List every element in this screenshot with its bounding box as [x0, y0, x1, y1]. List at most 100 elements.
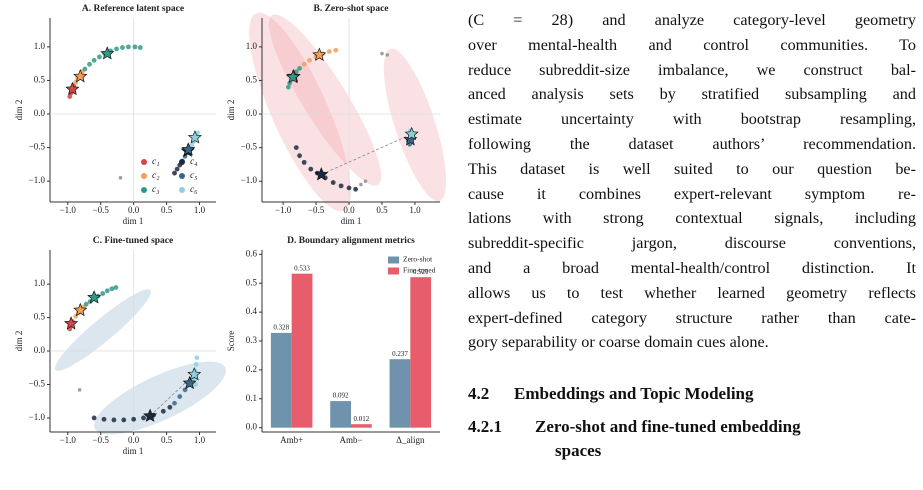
- y-tick-label: 1.0: [34, 41, 46, 51]
- figure: A. Reference latent space −1.0 −0.5 0.0 0.5 1…: [14, 4, 447, 456]
- point: [338, 183, 344, 189]
- centroid-star: [73, 302, 88, 317]
- paragraph-line: gory separability or coarse domain cues …: [468, 333, 769, 352]
- y-tick-label: 1.0: [34, 278, 46, 288]
- centroid-star: [64, 316, 79, 330]
- panel-title: C. Fine-tuned space: [93, 236, 174, 246]
- legend-swatch: [388, 256, 399, 264]
- point: [285, 84, 291, 90]
- point: [83, 301, 89, 307]
- point: [111, 417, 117, 423]
- point: [137, 45, 143, 50]
- paragraph-line: This dataset is well suited to our quest…: [468, 159, 916, 178]
- section-number: 4.2: [468, 384, 490, 403]
- point: [194, 355, 200, 361]
- paragraph-line: following the dataset authors’ recommend…: [468, 135, 916, 153]
- region: [54, 289, 152, 371]
- bar: [389, 359, 411, 428]
- point: [100, 291, 106, 296]
- noise-point: [380, 51, 384, 56]
- region: [383, 48, 447, 202]
- centroid-star: [182, 375, 197, 390]
- point: [301, 61, 307, 67]
- centroid-link: [321, 133, 412, 175]
- x-tick-label: Δ_align: [396, 435, 425, 445]
- point: [297, 65, 302, 71]
- value-label: 0.237: [392, 350, 408, 358]
- subsection-title: spaces: [555, 441, 602, 460]
- x-tick-label: Amb−: [339, 435, 362, 445]
- paragraph-line: lations with strong contextual signals, …: [468, 209, 916, 228]
- point: [97, 54, 102, 60]
- legend-label: c₆: [190, 185, 198, 195]
- bar: [410, 277, 432, 428]
- y-tick-label: 0.5: [246, 75, 258, 85]
- point: [121, 417, 127, 423]
- y-tick-label: 1.0: [246, 41, 258, 51]
- centroid-star: [187, 130, 202, 144]
- paragraph-line: subreddit-specific jargon, discourse con…: [468, 234, 916, 253]
- x-tick-label: 0.5: [376, 205, 388, 215]
- region: [94, 361, 226, 435]
- point: [87, 61, 92, 67]
- paragraph-line: reduce subreddit-size imbalance, we cons…: [468, 60, 916, 79]
- point: [297, 153, 302, 159]
- y-tick-label: 0.2: [246, 364, 257, 374]
- y-tick-label: −1.0: [29, 412, 46, 422]
- y-axis-label: dim 2: [14, 100, 24, 121]
- centroid-star: [181, 142, 196, 156]
- value-label: 0.092: [333, 392, 349, 400]
- x-tick-label: Amb+: [280, 435, 303, 445]
- point: [131, 416, 137, 422]
- y-tick-label: 0.5: [34, 75, 46, 85]
- y-tick-label: 0.1: [246, 393, 257, 403]
- centroid-star: [285, 69, 301, 84]
- y-tick-label: −1.0: [29, 175, 46, 185]
- legend-swatch: [388, 267, 399, 275]
- point: [189, 143, 195, 148]
- point: [160, 408, 166, 414]
- x-tick-label: 0.5: [161, 205, 173, 215]
- centroid-star: [100, 46, 115, 60]
- legend-label: c₃: [152, 185, 160, 195]
- section-title: Embeddings and Topic Modeling: [514, 384, 754, 403]
- x-tick-label: −1.0: [275, 205, 292, 215]
- paragraph-line: estimate uncertainty with bootstrap resa…: [468, 110, 916, 129]
- centroid-star: [73, 68, 88, 83]
- x-tick-label: 0.0: [128, 205, 140, 215]
- paragraph-line: over mental-health and control communiti…: [468, 35, 916, 54]
- point: [193, 362, 199, 367]
- legend-swatch: [141, 159, 147, 165]
- x-tick-label: 0.0: [128, 435, 140, 445]
- legend-label: Zero-shot: [403, 255, 433, 264]
- noise-point: [77, 388, 82, 392]
- paragraph-line: cause it combines expert-relevant sympto…: [468, 184, 916, 203]
- bar: [351, 424, 372, 428]
- y-tick-label: −0.5: [241, 142, 258, 152]
- point: [308, 166, 314, 172]
- noise-point: [363, 179, 368, 183]
- region: [249, 12, 351, 212]
- point: [177, 394, 183, 399]
- point: [287, 80, 293, 86]
- point: [114, 46, 119, 52]
- y-tick-label: 0.4: [246, 306, 258, 316]
- legend-swatch: [179, 173, 185, 179]
- point: [193, 382, 198, 387]
- y-tick-label: −1.0: [241, 175, 258, 185]
- legend-swatch: [141, 173, 147, 179]
- x-tick-label: 1.0: [194, 435, 206, 445]
- x-tick-label: 0.0: [343, 205, 355, 215]
- legend-label: c₂: [152, 171, 160, 181]
- value-label: 0.521: [413, 268, 429, 276]
- point: [104, 288, 110, 294]
- centroid-star: [143, 408, 158, 422]
- x-tick-label: −1.0: [60, 205, 77, 215]
- subsection-number: 4.2.1: [468, 417, 502, 436]
- point: [101, 416, 107, 422]
- region: [268, 14, 382, 186]
- paragraph-line: allows us to test whether learned geomet…: [468, 283, 916, 302]
- legend-label: c₄: [190, 157, 198, 167]
- y-axis-label: dim 2: [226, 100, 236, 121]
